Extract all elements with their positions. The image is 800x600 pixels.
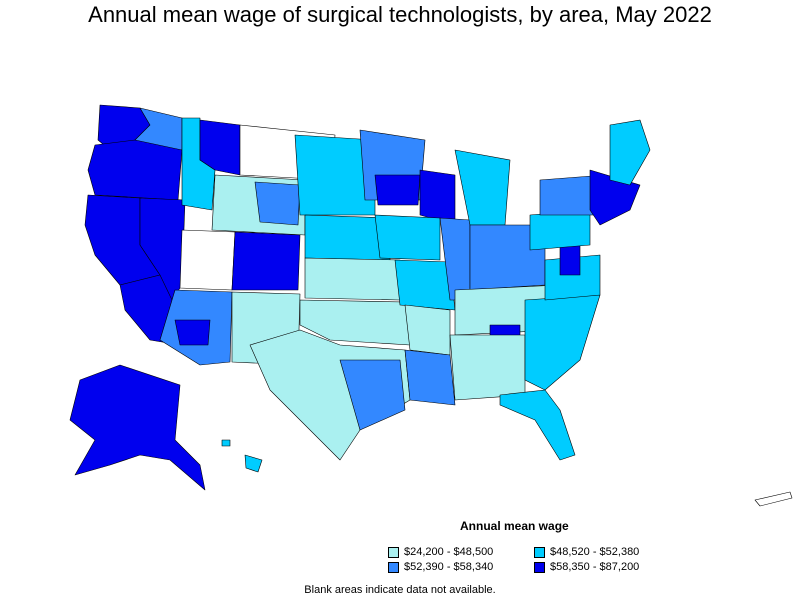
region-arizona-south [174, 319, 211, 346]
legend-label: $24,200 - $48,500 [404, 546, 494, 558]
region-hawaii [244, 454, 263, 473]
region-wisconsin [419, 169, 456, 226]
region-hawaii-oahu [221, 439, 231, 447]
region-michigan [454, 149, 511, 226]
legend-item-4: $58,350 - $87,200 [534, 561, 639, 573]
region-arkansas [404, 304, 451, 356]
region-utah [179, 229, 236, 291]
region-oklahoma [299, 299, 411, 346]
region-colorado [231, 231, 301, 291]
region-maine [609, 119, 651, 186]
region-kansas [304, 257, 401, 301]
legend-label: $58,350 - $87,200 [550, 561, 640, 573]
legend-title: Annual mean wage [460, 519, 569, 533]
region-iowa [374, 214, 441, 261]
legend-swatch [388, 546, 399, 558]
legend-item-2: $48,520 - $52,380 [534, 546, 639, 558]
map-title: Annual mean wage of surgical technologis… [88, 2, 712, 27]
region-mississippi-alabama [449, 334, 526, 401]
region-minnesota-metro [374, 174, 421, 206]
region-pennsylvania [529, 209, 591, 251]
footnote: Blank areas indicate data not available. [304, 584, 496, 596]
region-georgia-carolinas [524, 294, 601, 391]
region-louisiana [404, 349, 456, 406]
legend-item-1: $24,200 - $48,500 [388, 546, 493, 558]
region-oregon [87, 139, 183, 201]
region-virginia [544, 254, 601, 301]
region-florida [499, 389, 576, 461]
legend-swatch [388, 561, 399, 573]
legend-item-3: $52,390 - $58,340 [388, 561, 493, 573]
legend-label: $52,390 - $58,340 [404, 561, 494, 573]
region-texas-east [339, 359, 406, 431]
region-montana-west [199, 119, 241, 176]
region-puerto-rico [754, 491, 793, 507]
region-wyoming-east [254, 181, 301, 226]
region-alaska [69, 364, 206, 491]
legend-swatch [534, 546, 545, 558]
legend-swatch [534, 561, 545, 573]
legend-label: $48,520 - $52,380 [550, 546, 640, 558]
